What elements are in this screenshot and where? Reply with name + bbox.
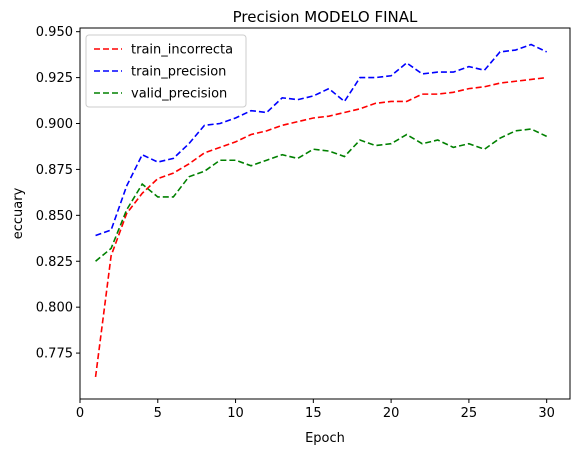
x-tick-label: 20	[383, 406, 400, 421]
x-tick-label: 30	[538, 406, 555, 421]
series-line-valid-precision	[95, 128, 548, 262]
y-tick-label: 0.775	[36, 347, 73, 362]
legend-box	[85, 34, 247, 108]
x-axis-label: Epoch	[305, 431, 345, 446]
series-line-train-incorrecta	[94, 76, 547, 378]
x-axis-ticks: 0 5 10 15 20 25 30	[76, 399, 555, 421]
y-tick-label: 0.875	[36, 163, 73, 178]
chart-title: Precision MODELO FINAL	[233, 8, 418, 26]
y-tick-label: 0.950	[36, 25, 73, 40]
plot-frame	[79, 27, 571, 400]
x-tick-label: 15	[305, 406, 322, 421]
series-line-train-precision	[95, 43, 548, 237]
legend-entry-label: train_incorrecta	[131, 43, 233, 58]
legend-entry-label: train_precision	[131, 65, 226, 80]
x-tick-label: 10	[227, 406, 244, 421]
y-tick-label: 0.850	[36, 209, 73, 224]
x-tick-label: 25	[461, 406, 478, 421]
x-tick-label: 0	[76, 406, 84, 421]
chart-legend: train_incorrecta train_precision valid_pre…	[85, 34, 247, 108]
y-axis-ticks: 0.775 0.800 0.825 0.850 0.875 0.900 0.925 0.950	[36, 25, 80, 362]
legend-entry-label: valid_precision	[131, 87, 227, 102]
y-tick-label: 0.800	[36, 301, 73, 316]
plot-lines	[94, 43, 548, 378]
y-tick-label: 0.900	[36, 117, 73, 132]
y-axis-label: eccuary	[11, 187, 26, 239]
y-tick-label: 0.925	[36, 71, 73, 86]
x-tick-label: 5	[154, 406, 162, 421]
y-tick-label: 0.825	[36, 255, 73, 270]
